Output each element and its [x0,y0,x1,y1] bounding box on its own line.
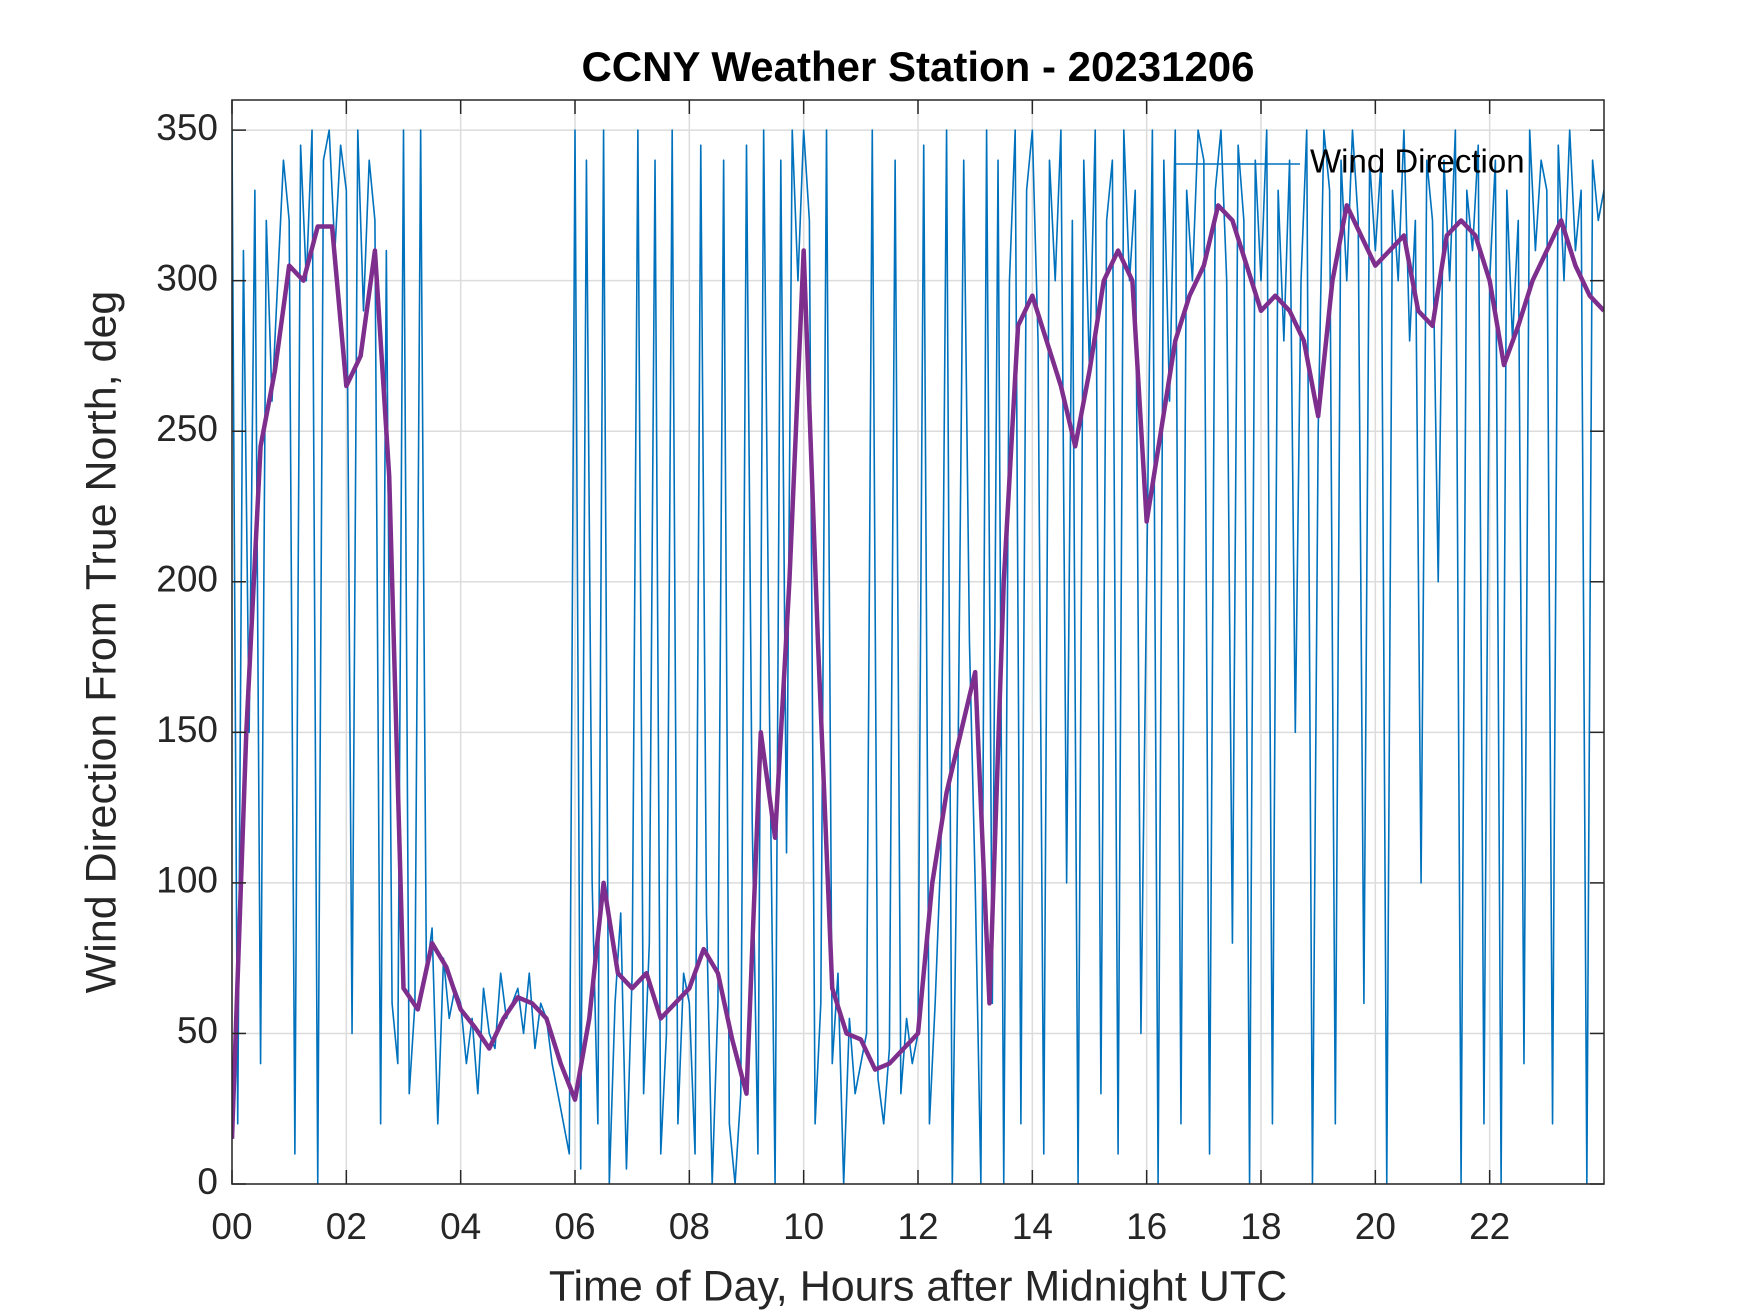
lines [232,129,1604,1184]
y-tick-label: 200 [156,559,218,600]
y-tick-label: 350 [156,107,218,148]
x-tick-label: 18 [1240,1206,1281,1247]
legend-label: Wind Direction [1310,143,1525,180]
y-tick-label: 0 [197,1161,218,1202]
y-tick-label: 100 [156,860,218,901]
x-tick-label: 14 [1012,1206,1053,1247]
grid [231,100,1604,1185]
y-tick-label: 150 [156,709,218,750]
chart-title: CCNY Weather Station - 20231206 [581,43,1254,90]
x-tick-label: 06 [554,1206,595,1247]
y-tick-label: 50 [177,1010,218,1051]
smoothed-line [232,203,1604,1139]
ticks: 0 50 100 150 200 250 300 350 00 02 04 06 08 10 12 14 16 1… [156,100,1604,1247]
x-tick-label: 10 [783,1206,824,1247]
x-axis-label: Time of Day, Hours after Midnight UTC [549,1262,1287,1310]
x-tick-label: 08 [669,1206,710,1247]
y-axis-label: Wind Direction From True North, deg [77,291,125,994]
x-tick-label: 22 [1469,1206,1510,1247]
x-tick-label: 04 [440,1206,481,1247]
x-tick-label: 02 [326,1206,367,1247]
x-tick-label: 16 [1126,1206,1167,1247]
x-tick-label: 20 [1355,1206,1396,1247]
x-tick-label: 00 [211,1206,252,1247]
x-tick-label: 12 [897,1206,938,1247]
y-tick-label: 250 [156,408,218,449]
legend: Wind Direction [1176,143,1525,180]
y-tick-label: 300 [156,257,218,298]
